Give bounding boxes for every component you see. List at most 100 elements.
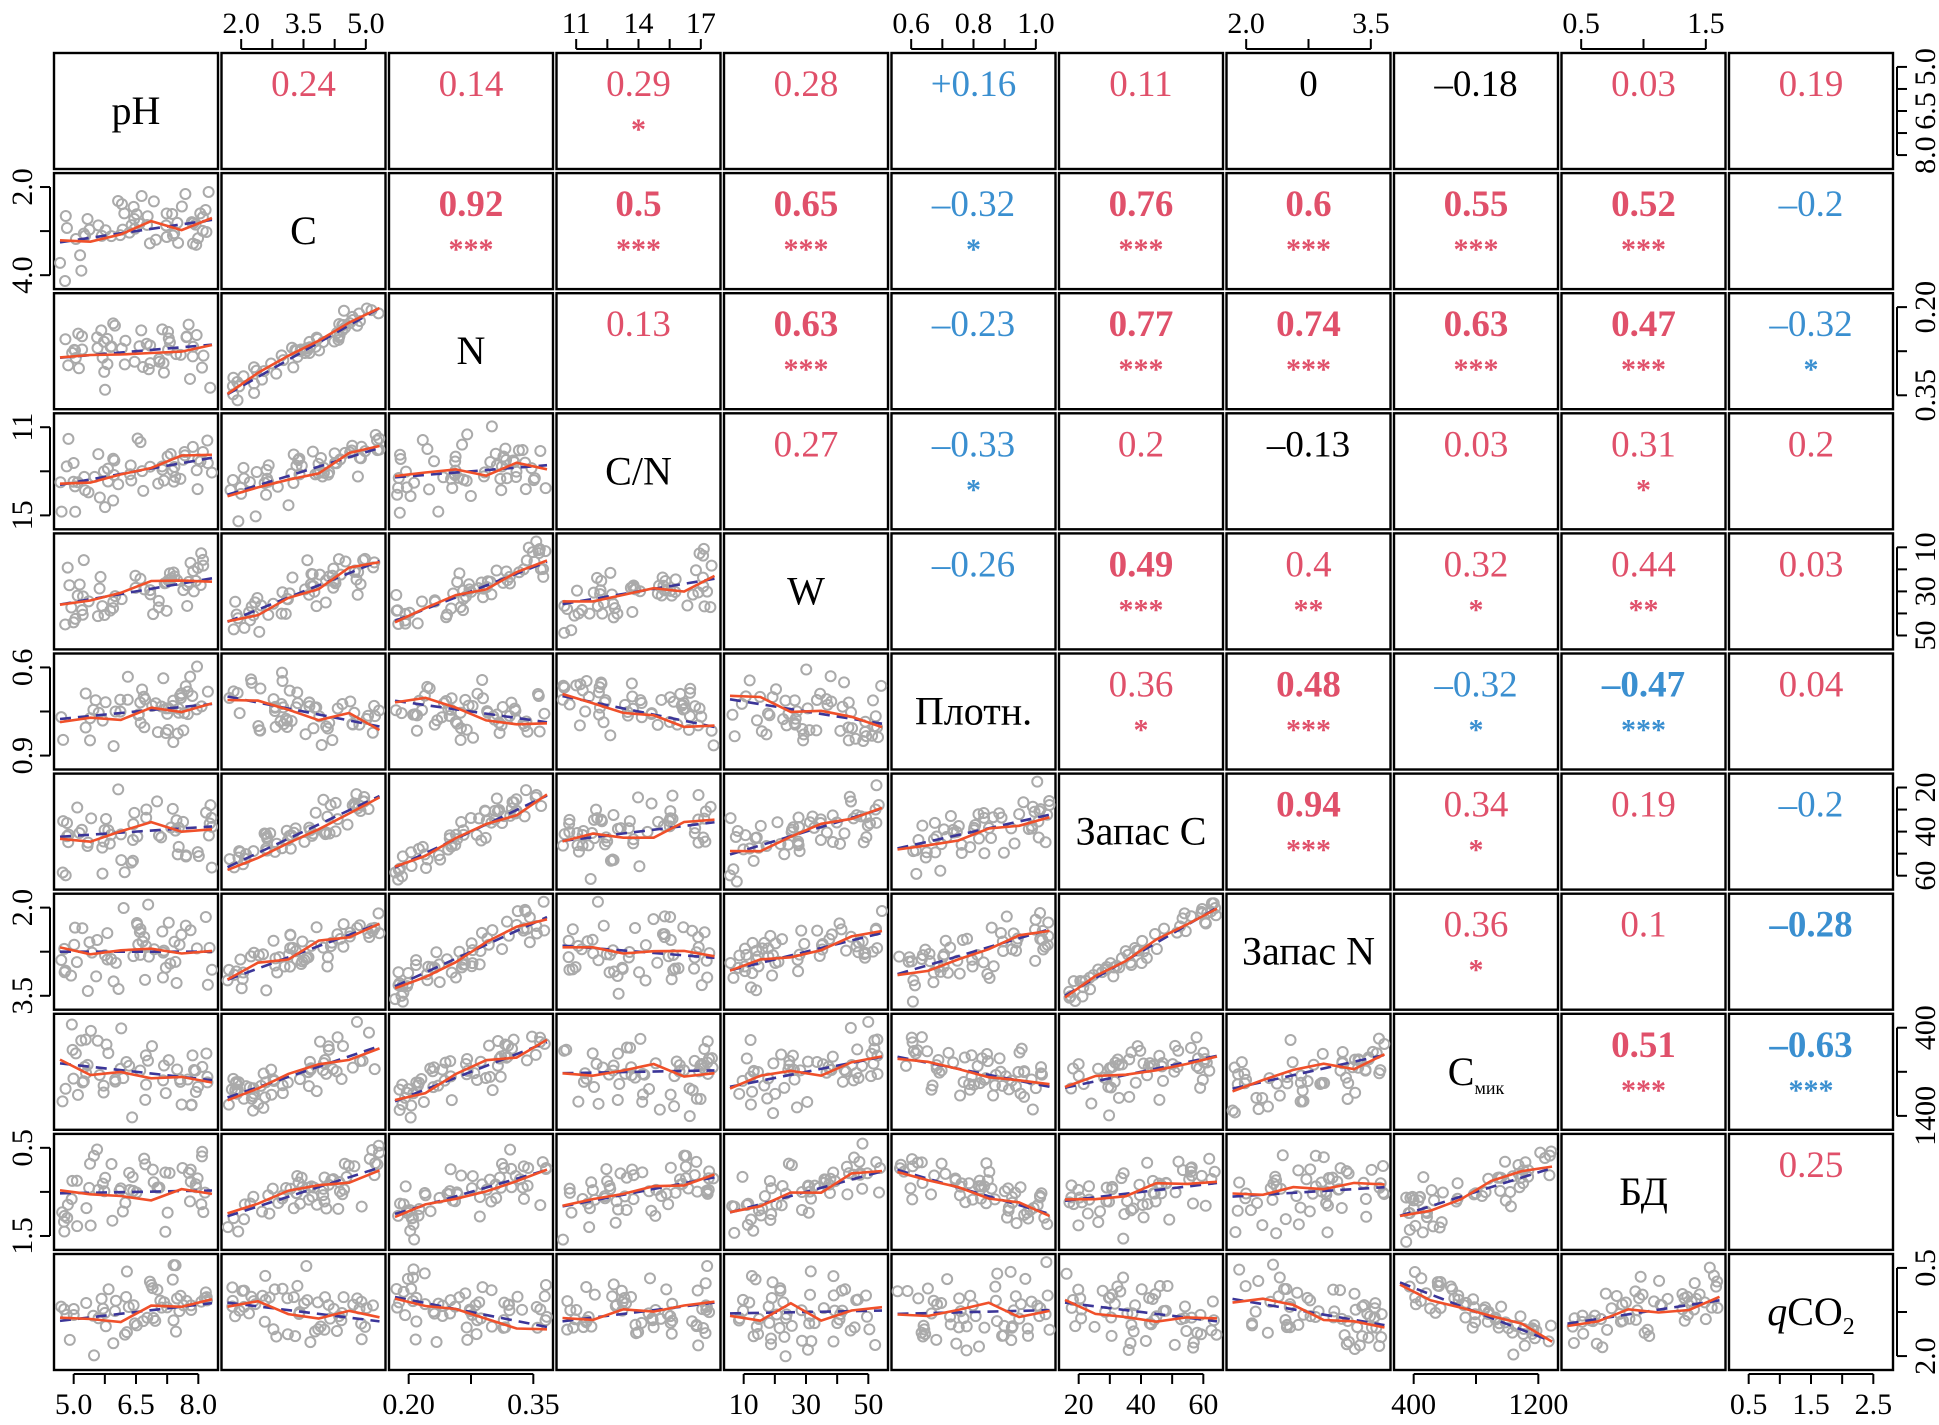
- data-point: [664, 1088, 677, 1101]
- data-point: [1029, 954, 1042, 967]
- panel-6-5: [890, 772, 1057, 891]
- data-point: [611, 607, 624, 620]
- data-point: [1008, 837, 1021, 850]
- data-point: [346, 718, 359, 731]
- data-point: [199, 1286, 212, 1299]
- data-point: [1125, 1046, 1138, 1059]
- data-point: [444, 1055, 457, 1068]
- linear-fit-line: [562, 1069, 715, 1075]
- panel-frame: [890, 1252, 1057, 1372]
- panel-frame: [555, 51, 722, 171]
- data-point: [537, 895, 550, 908]
- panel-7-6: [1057, 892, 1225, 1011]
- data-point: [59, 333, 72, 346]
- data-point: [697, 549, 710, 562]
- data-point: [115, 198, 128, 211]
- data-point: [624, 1041, 637, 1054]
- panel-3-5: –0.33*: [890, 412, 1057, 531]
- panel-5-4: [722, 652, 890, 771]
- data-point: [1328, 1305, 1341, 1318]
- data-point: [994, 927, 1007, 940]
- data-point: [604, 566, 617, 579]
- data-point: [149, 233, 162, 246]
- data-point: [1276, 1149, 1289, 1162]
- data-point: [102, 1047, 115, 1060]
- data-point: [58, 1225, 71, 1238]
- data-point: [157, 357, 170, 370]
- data-point: [539, 482, 552, 495]
- data-point: [296, 935, 309, 948]
- panel-8-1: [220, 1012, 387, 1131]
- data-point: [418, 1267, 431, 1280]
- data-point: [557, 679, 570, 692]
- data-point: [1413, 1191, 1426, 1204]
- data-point: [840, 1160, 853, 1173]
- panel-1-3: 0.5***: [555, 171, 722, 291]
- loess-smooth-line: [1064, 907, 1218, 999]
- data-point: [464, 812, 477, 825]
- scatter-points: [732, 1265, 882, 1363]
- data-point: [243, 1307, 256, 1320]
- data-point: [456, 438, 469, 451]
- tick-label: 3.5: [285, 7, 323, 40]
- data-point: [1239, 1280, 1252, 1293]
- data-point: [1136, 934, 1149, 947]
- data-point: [950, 826, 963, 839]
- panel-frame: [555, 171, 722, 291]
- data-point: [1567, 1336, 1580, 1349]
- loess-smooth-line: [59, 216, 213, 244]
- panel-4-8: 0.32*: [1392, 532, 1560, 651]
- panel-1-4: 0.65***: [722, 171, 890, 291]
- data-point: [257, 1101, 270, 1114]
- data-point: [643, 1082, 656, 1095]
- data-point: [1184, 1041, 1197, 1054]
- scatter-points: [390, 535, 552, 630]
- panel-frame: [1392, 892, 1560, 1011]
- correlation-value: 0.2: [1788, 424, 1834, 465]
- data-point: [1400, 1191, 1413, 1204]
- data-point: [59, 618, 72, 631]
- data-point: [1029, 923, 1042, 936]
- data-point: [744, 1213, 757, 1226]
- data-point: [1233, 1263, 1246, 1276]
- panel-frame: [1560, 532, 1727, 651]
- data-point: [67, 616, 80, 629]
- data-point: [1158, 922, 1171, 935]
- data-point: [733, 1087, 746, 1100]
- data-point: [147, 195, 160, 208]
- data-point: [961, 932, 974, 945]
- panel-9-1: [220, 1132, 387, 1252]
- tick-label: 0.5: [1562, 7, 1600, 40]
- data-point: [465, 1182, 478, 1195]
- data-point: [535, 800, 548, 813]
- tick-label: 20: [1064, 1388, 1094, 1421]
- data-point: [743, 674, 756, 687]
- data-point: [169, 955, 182, 968]
- data-point: [1309, 1149, 1322, 1162]
- data-point: [664, 812, 677, 825]
- data-point: [65, 1018, 78, 1031]
- panel-5-5: Плотн.: [890, 652, 1057, 771]
- data-point: [1369, 1297, 1382, 1310]
- data-point: [465, 960, 478, 973]
- data-point: [122, 1300, 135, 1313]
- data-point: [197, 1206, 210, 1219]
- data-point: [667, 695, 680, 708]
- data-point: [66, 1174, 79, 1187]
- correlation-value: 0.74: [1276, 304, 1341, 345]
- data-point: [293, 452, 306, 465]
- data-point: [1092, 1216, 1105, 1229]
- data-point: [503, 1304, 516, 1317]
- data-point: [329, 796, 342, 809]
- data-point: [1190, 1031, 1203, 1044]
- loess-smooth-line: [227, 796, 381, 872]
- panel-6-8: 0.34*: [1392, 772, 1560, 891]
- data-point: [919, 1328, 932, 1341]
- data-point: [1375, 1331, 1388, 1344]
- data-point: [908, 979, 921, 992]
- data-point: [901, 1285, 914, 1298]
- panel-10-8: [1392, 1252, 1560, 1372]
- variable-label: pH: [112, 88, 161, 133]
- scatter-points: [222, 1015, 381, 1117]
- data-point: [91, 1034, 104, 1047]
